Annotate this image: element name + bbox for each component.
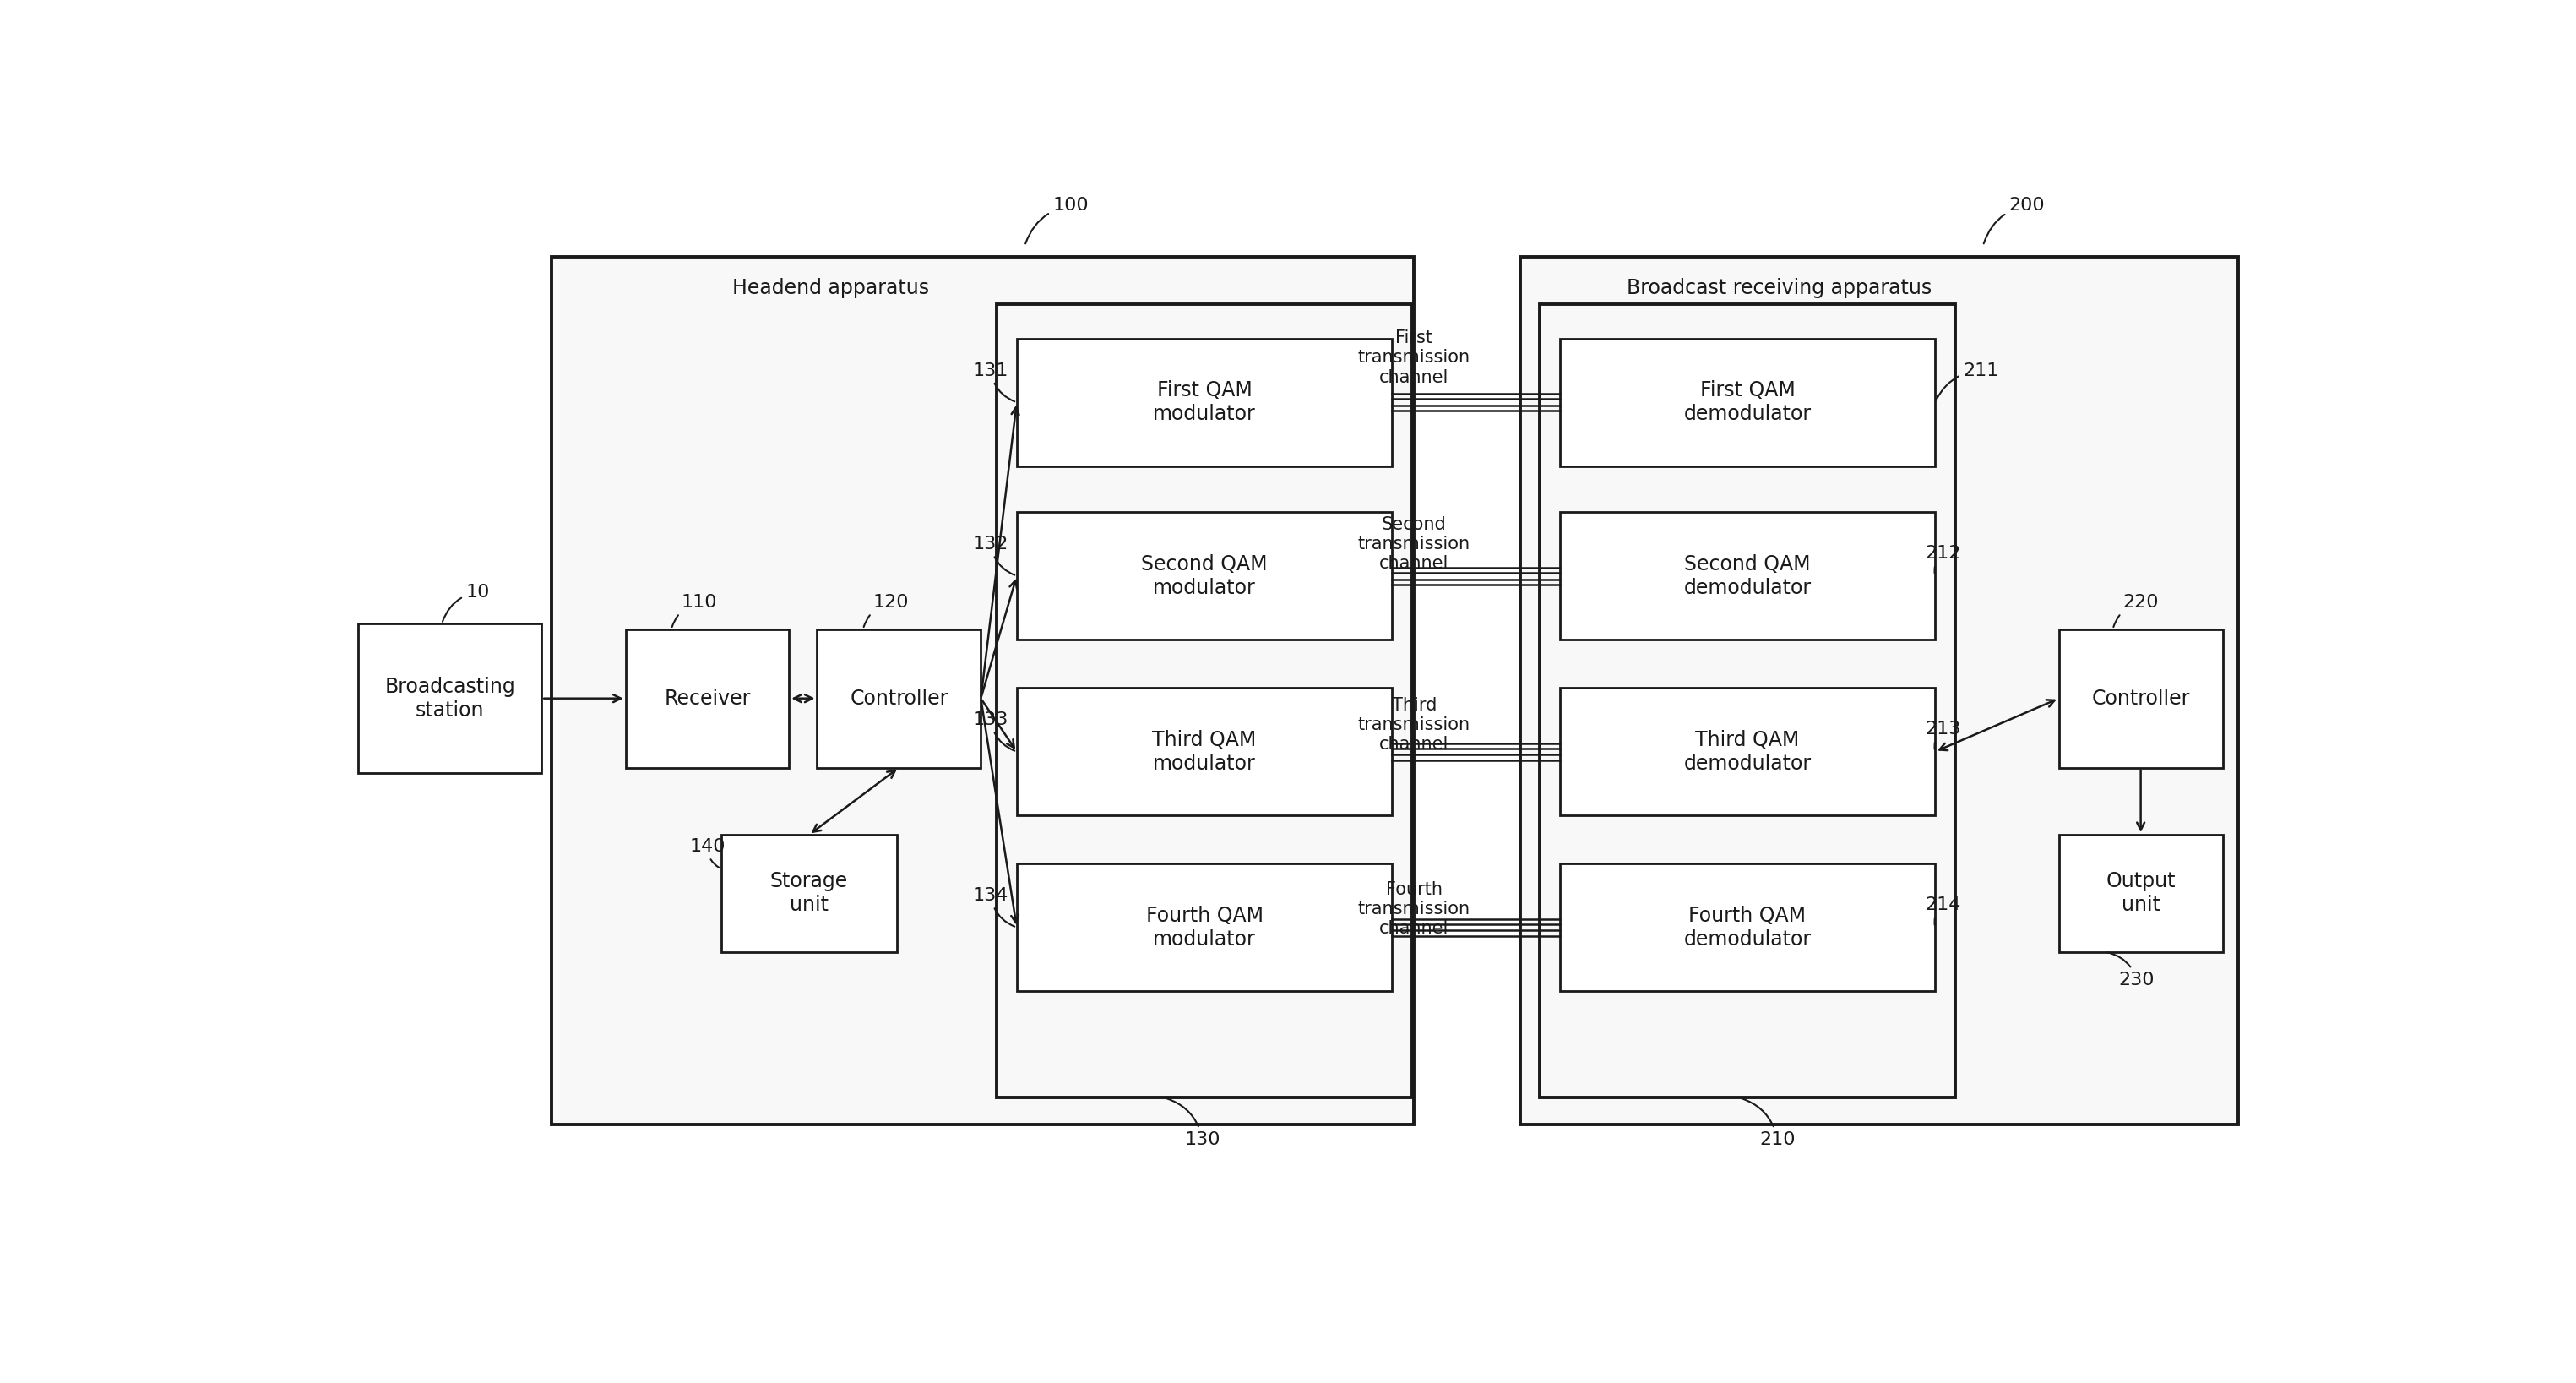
FancyBboxPatch shape	[1018, 687, 1391, 816]
Text: Fourth QAM
modulator: Fourth QAM modulator	[1146, 906, 1262, 949]
FancyBboxPatch shape	[1561, 512, 1935, 640]
Text: Storage
unit: Storage unit	[770, 871, 848, 916]
FancyBboxPatch shape	[1561, 863, 1935, 992]
Text: Receiver: Receiver	[665, 689, 750, 708]
Text: 134: 134	[974, 887, 1015, 927]
Text: Third QAM
demodulator: Third QAM demodulator	[1685, 730, 1811, 773]
Text: 230: 230	[2107, 953, 2154, 987]
FancyBboxPatch shape	[626, 629, 788, 768]
FancyBboxPatch shape	[2058, 629, 2223, 768]
FancyBboxPatch shape	[1520, 256, 2239, 1124]
Text: Broadcasting
station: Broadcasting station	[384, 676, 515, 721]
Text: First
transmission
channel: First transmission channel	[1358, 329, 1471, 386]
Text: 213: 213	[1924, 721, 1960, 750]
Text: Headend apparatus: Headend apparatus	[732, 278, 930, 299]
Text: Controller: Controller	[2092, 689, 2190, 708]
Text: 110: 110	[672, 595, 716, 626]
FancyBboxPatch shape	[1561, 687, 1935, 816]
Text: 220: 220	[2112, 595, 2159, 626]
Text: 133: 133	[974, 711, 1015, 751]
FancyBboxPatch shape	[1561, 339, 1935, 466]
Text: Second
transmission
channel: Second transmission channel	[1358, 516, 1471, 573]
Text: 200: 200	[1984, 196, 2045, 243]
Text: Third QAM
modulator: Third QAM modulator	[1151, 730, 1257, 773]
Text: 131: 131	[974, 362, 1015, 401]
Text: First QAM
demodulator: First QAM demodulator	[1685, 380, 1811, 425]
FancyBboxPatch shape	[358, 624, 541, 773]
Text: 100: 100	[1025, 196, 1090, 243]
Text: 130: 130	[1167, 1098, 1221, 1148]
FancyBboxPatch shape	[1018, 339, 1391, 466]
Text: 132: 132	[974, 535, 1015, 575]
FancyBboxPatch shape	[551, 256, 1414, 1124]
Text: Fourth
transmission
channel: Fourth transmission channel	[1358, 881, 1471, 938]
FancyBboxPatch shape	[1018, 512, 1391, 640]
FancyBboxPatch shape	[997, 304, 1412, 1098]
FancyBboxPatch shape	[817, 629, 981, 768]
Text: Third
transmission
channel: Third transmission channel	[1358, 697, 1471, 754]
FancyBboxPatch shape	[1018, 863, 1391, 992]
Text: 140: 140	[690, 838, 726, 867]
Text: 214: 214	[1924, 896, 1960, 925]
Text: Controller: Controller	[850, 689, 948, 708]
Text: 211: 211	[1937, 362, 1999, 400]
FancyBboxPatch shape	[2058, 835, 2223, 952]
Text: Output
unit: Output unit	[2107, 871, 2177, 916]
Text: 212: 212	[1924, 545, 1960, 574]
Text: Fourth QAM
demodulator: Fourth QAM demodulator	[1685, 906, 1811, 949]
Text: First QAM
modulator: First QAM modulator	[1154, 380, 1257, 425]
Text: Second QAM
modulator: Second QAM modulator	[1141, 555, 1267, 597]
Text: 10: 10	[443, 584, 489, 621]
Text: Second QAM
demodulator: Second QAM demodulator	[1685, 555, 1811, 597]
Text: 210: 210	[1741, 1098, 1795, 1148]
Text: Broadcast receiving apparatus: Broadcast receiving apparatus	[1628, 278, 1932, 299]
FancyBboxPatch shape	[1540, 304, 1955, 1098]
FancyBboxPatch shape	[721, 835, 896, 952]
Text: 120: 120	[863, 595, 909, 626]
